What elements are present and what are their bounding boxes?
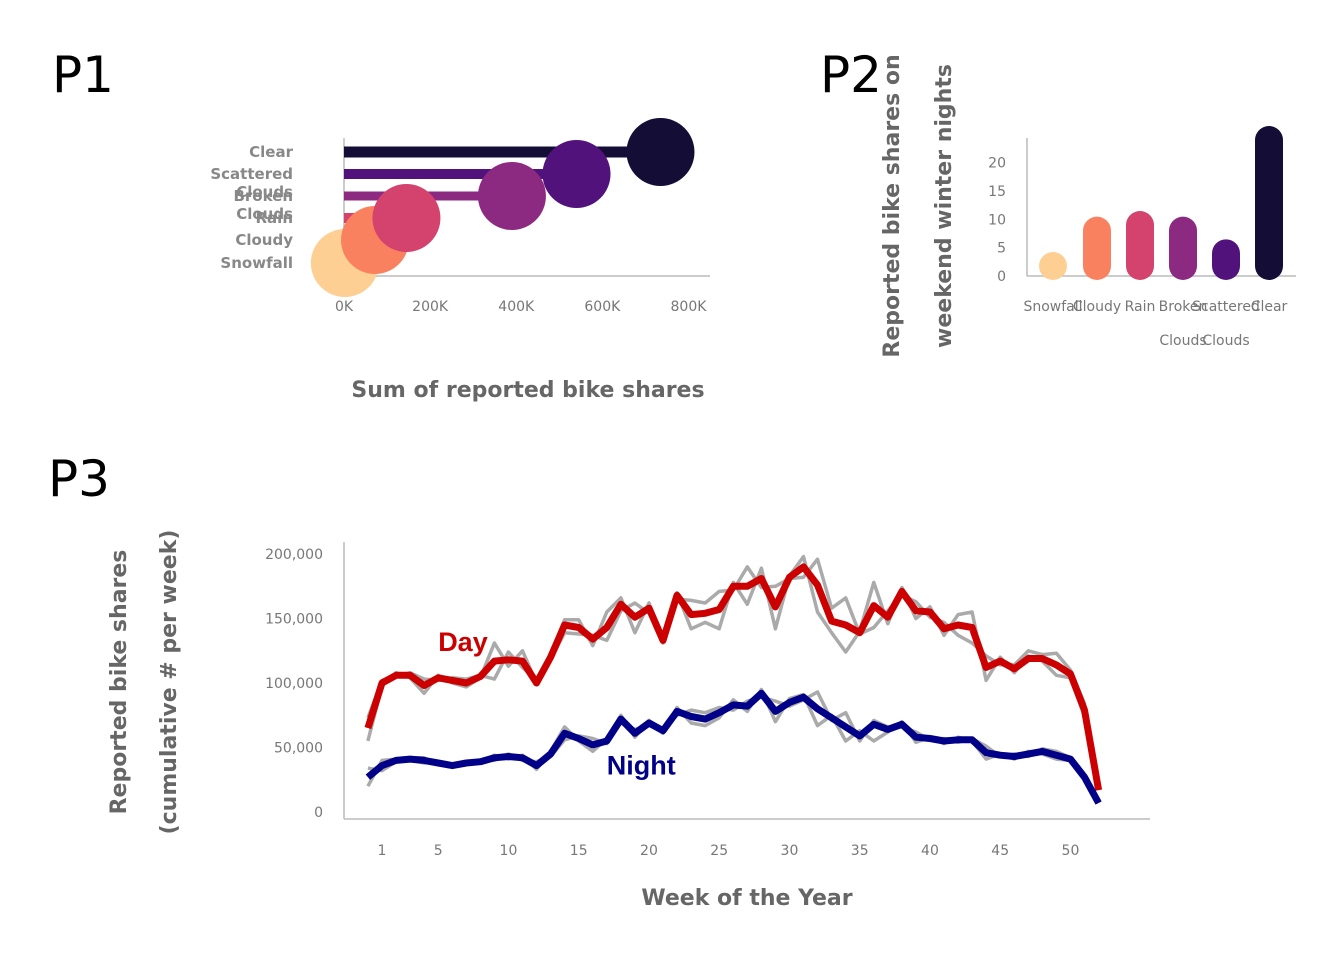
p3-x-tick-label: 35	[851, 843, 869, 859]
p1-category-label: Cloudy	[235, 231, 293, 249]
panel-label-p3: P3	[48, 450, 110, 508]
p2-y-axis-title-line2: weekend winter nights	[932, 64, 957, 348]
p1-ticks: 0K 200K 400K 600K 800K	[335, 299, 707, 315]
p2-bar-5	[1255, 126, 1283, 280]
p3-series-line-day	[364, 563, 1103, 791]
p2-category-label: Clouds	[1159, 333, 1206, 349]
p1-bar-1	[344, 169, 577, 179]
p1-category-label: Broken	[233, 187, 293, 205]
p1-category-label: Snowfall	[220, 254, 293, 272]
p3-y-tick-label: 0	[314, 805, 323, 821]
p3-x-tick-label: 50	[1062, 843, 1080, 859]
p3-series-line-night	[365, 689, 1102, 805]
p2-marks	[1039, 126, 1283, 280]
p3-annotations: Day Night	[438, 627, 676, 781]
p2-y-axis-title-line1: Reported bike shares on	[880, 54, 905, 357]
p2-category-label: Cloudy	[1073, 299, 1121, 315]
p3-x-tick-label: 45	[991, 843, 1009, 859]
p2-ticks: 0 5 10 15 20	[988, 156, 1006, 285]
p2-category-label: Snowfall	[1023, 299, 1082, 315]
p3-y-tick-label: 50,000	[274, 741, 323, 757]
p3-x-tick-label: 1	[378, 843, 387, 859]
p3-x-tick-label: 40	[921, 843, 939, 859]
p1-category-label: Scattered	[210, 165, 293, 183]
p3-y-tick-label: 200,000	[265, 547, 323, 563]
p1-x-tick-label: 600K	[584, 299, 621, 315]
p3-x-tick-label: 30	[781, 843, 799, 859]
p1-marks	[310, 118, 695, 297]
p2-category-label: Clouds	[1202, 333, 1249, 349]
p2-category-label: Rain	[1125, 299, 1156, 315]
p2-y-tick-label: 10	[988, 212, 1006, 228]
p2-y-tick-label: 15	[988, 184, 1006, 200]
p3-y-tick-label: 150,000	[265, 612, 323, 628]
p1-category-label: Clear	[249, 143, 293, 161]
p1-category-label: Rain	[256, 209, 294, 227]
chart-p3: 1 5 10 15 20 25 30 35 40 45 50050,000100,000150,00…	[107, 530, 1150, 911]
p2-bar-2	[1126, 211, 1154, 280]
p1-bar-end-2	[477, 162, 546, 230]
p3-series-label-night: Night	[607, 751, 676, 781]
p1-bar-end-0	[626, 118, 695, 186]
p2-category-label: Clear	[1251, 299, 1288, 315]
p3-x-tick-label: 20	[640, 843, 658, 859]
p1-category-label: Clouds	[236, 205, 293, 223]
p2-y-tick-label: 5	[997, 241, 1006, 257]
p3-x-tick-label: 25	[710, 843, 728, 859]
p1-x-tick-label: 0K	[335, 299, 354, 315]
p2-bar-4	[1212, 239, 1240, 280]
p3-x-tick-label: 15	[570, 843, 588, 859]
p2-y-tick-label: 20	[988, 156, 1006, 172]
p2-category-label: Broken	[1159, 299, 1208, 315]
chart-p1: 0K 200K 400K 600K 800K ClearScatteredCloudsB…	[210, 118, 710, 403]
p3-y-axis-title-line2: (cumulative # per week)	[157, 530, 182, 835]
p1-category-label: Clouds	[236, 183, 293, 201]
p3-x-tick-label: 10	[500, 843, 518, 859]
panel-label-p2: P2	[820, 46, 882, 104]
p1-bar-end-3	[372, 184, 441, 252]
p1-x-tick-label: 400K	[498, 299, 535, 315]
p2-bar-3	[1169, 216, 1197, 280]
p1-x-tick-label: 200K	[412, 299, 449, 315]
p3-y-tick-label: 100,000	[265, 676, 323, 692]
p2-y-tick-label: 0	[997, 269, 1006, 285]
p2-bar-1	[1083, 216, 1111, 280]
p3-series-label-day: Day	[438, 627, 488, 657]
p1-x-tick-label: 800K	[671, 299, 708, 315]
p3-x-tick-label: 5	[434, 843, 443, 859]
panel-label-p1: P1	[52, 46, 114, 104]
p2-category-label: Scattered	[1192, 299, 1260, 315]
p2-bar-0	[1039, 252, 1067, 280]
p1-bar-end-1	[542, 140, 611, 208]
p3-series-lines	[364, 563, 1103, 805]
p3-y-axis-title-line1: Reported bike shares	[107, 550, 132, 815]
p3-x-axis-title: Week of the Year	[641, 886, 852, 911]
p1-x-axis-title: Sum of reported bike shares	[351, 378, 704, 403]
p1-bar-0	[344, 146, 661, 158]
p1-category-labels: ClearScatteredCloudsBrokenCloudsRainClou…	[210, 143, 293, 272]
p3-ticks: 1 5 10 15 20 25 30 35 40 45 50050,000100,000150,00…	[265, 547, 1079, 859]
